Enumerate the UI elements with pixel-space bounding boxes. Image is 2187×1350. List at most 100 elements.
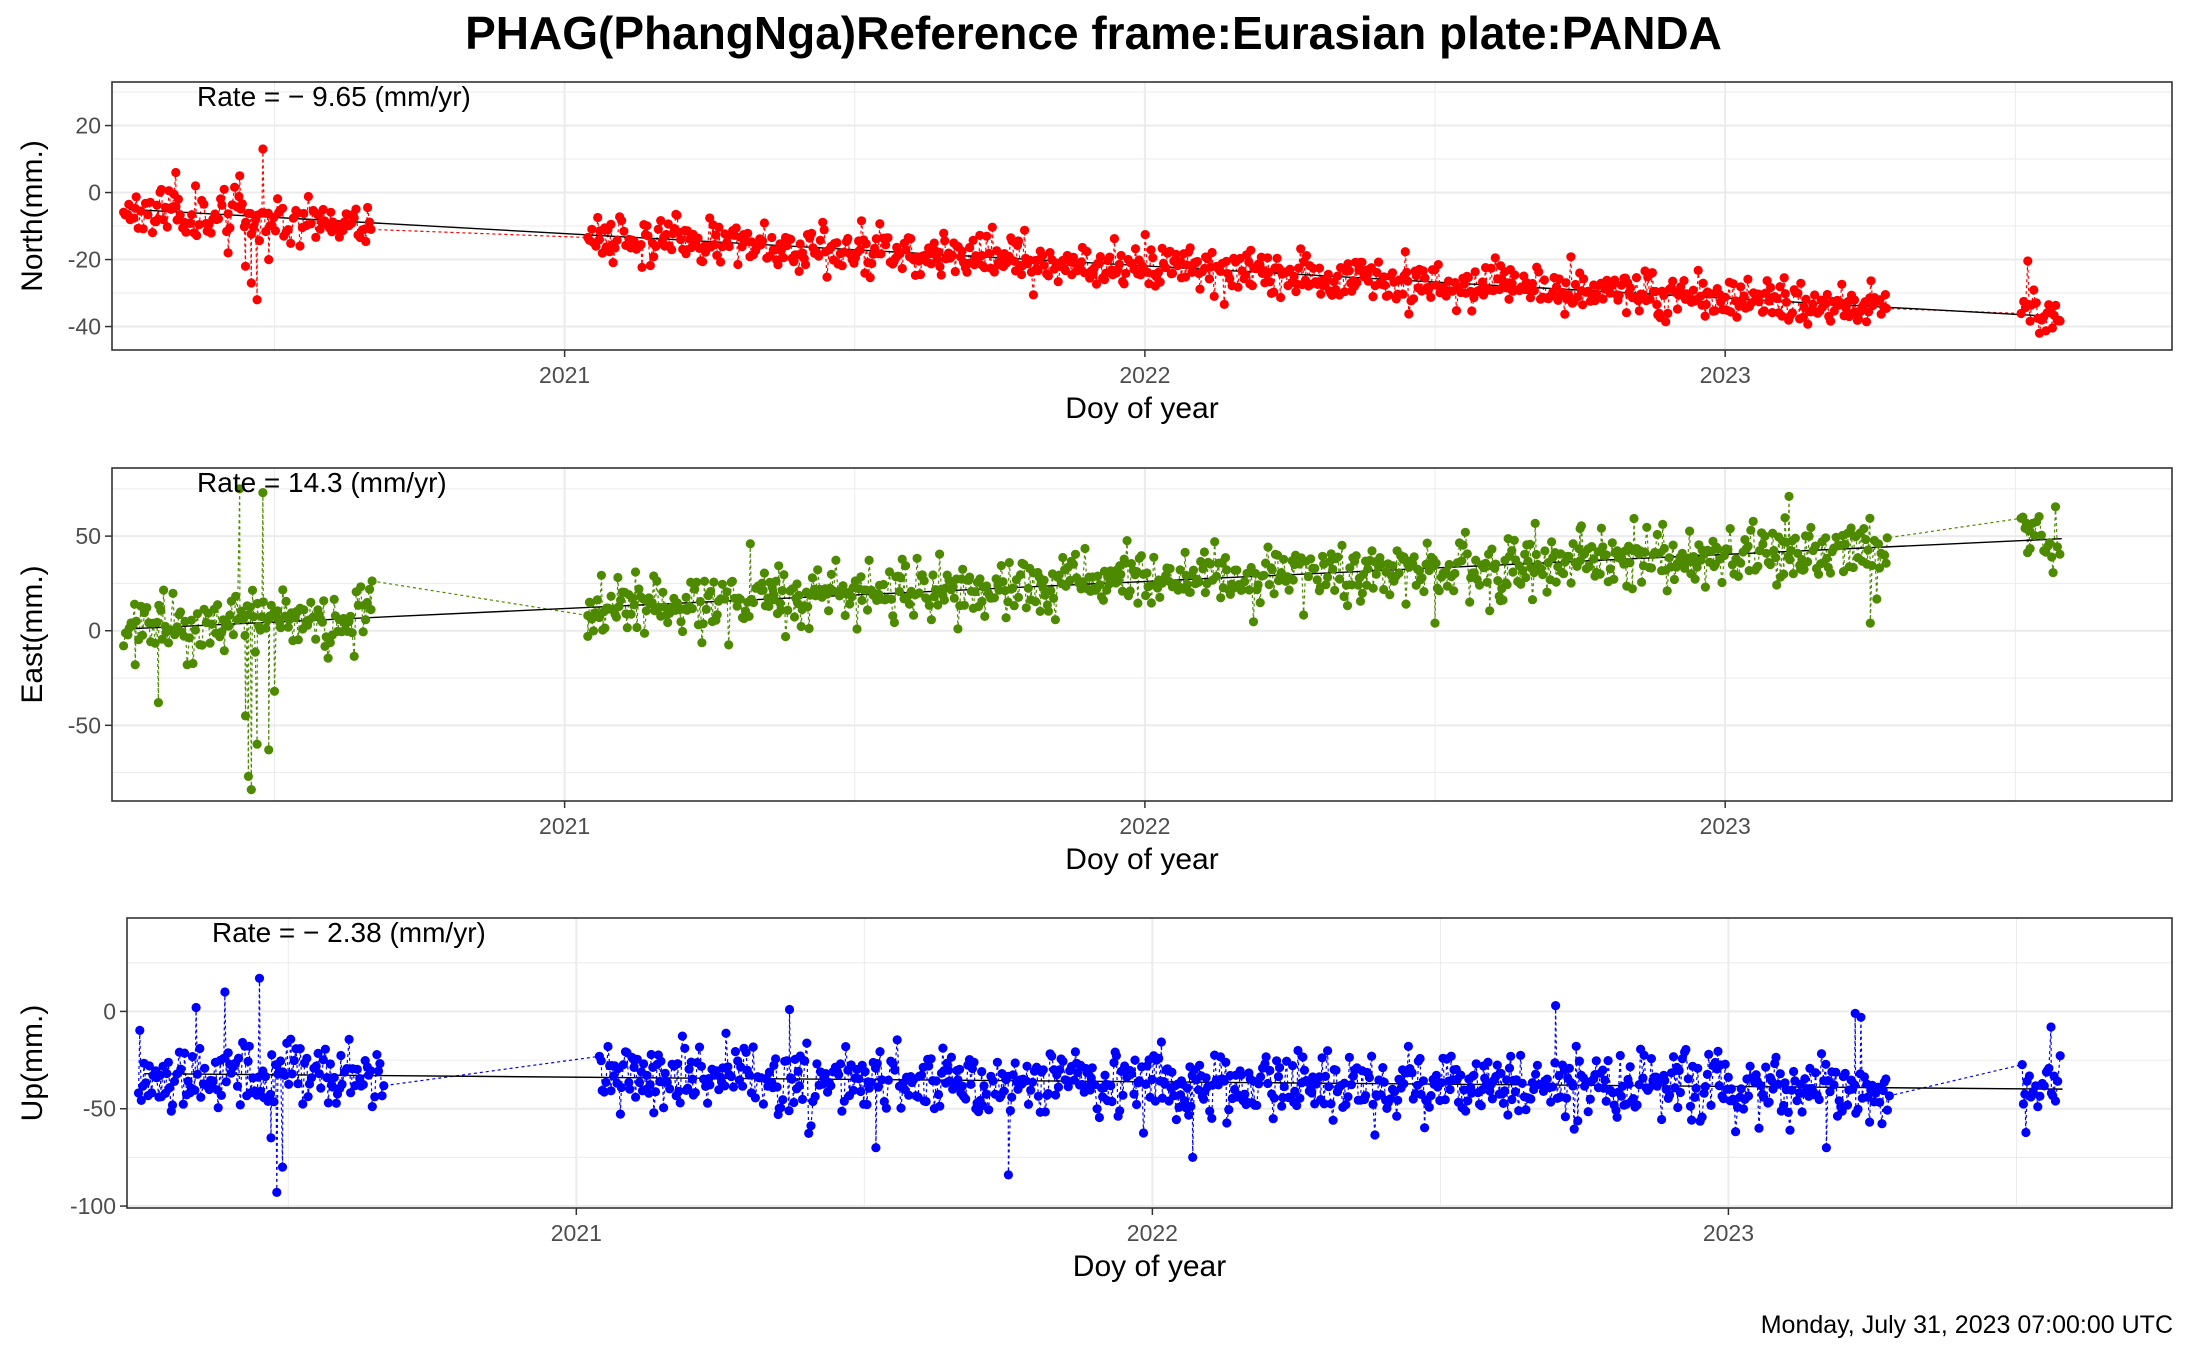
up-data-point	[1129, 1089, 1139, 1099]
north-data-point	[1221, 256, 1231, 266]
up-data-point	[284, 1079, 294, 1089]
up-data-point	[1184, 1110, 1194, 1120]
up-data-point	[1564, 1063, 1574, 1073]
north-data-point	[786, 234, 796, 244]
north-data-point	[1363, 276, 1373, 286]
east-data-point	[852, 624, 862, 634]
up-data-point	[2046, 1022, 2056, 1032]
north-x-tick-label: 2022	[1119, 362, 1170, 388]
up-data-point	[1683, 1074, 1693, 1084]
east-data-point	[283, 622, 293, 632]
up-data-point	[656, 1056, 666, 1066]
east-data-point	[1786, 546, 1796, 556]
north-data-point	[1180, 272, 1191, 282]
east-data-point	[1434, 586, 1444, 596]
east-data-point	[276, 623, 286, 633]
north-data-point	[1269, 287, 1279, 297]
up-panel-border	[126, 917, 2173, 1209]
east-data-point	[626, 609, 636, 619]
east-data-point	[1487, 544, 1497, 554]
east-data-point	[912, 553, 922, 563]
east-data-point	[1414, 566, 1425, 576]
up-data-point	[372, 1050, 382, 1060]
up-data-point	[957, 1081, 968, 1091]
up-data-point	[213, 1103, 223, 1113]
up-data-point	[267, 1050, 277, 1060]
up-data-point	[336, 1050, 346, 1061]
east-data-point	[1538, 570, 1548, 580]
up-data-point	[748, 1042, 758, 1052]
east-data-point	[634, 584, 644, 594]
up-data-point	[1792, 1096, 1802, 1106]
east-data-point	[1259, 570, 1269, 580]
up-data-point	[1842, 1100, 1853, 1110]
up-data-point	[1853, 1104, 1863, 1114]
east-data-point	[1584, 561, 1594, 572]
north-x-tick-label: 2021	[539, 362, 590, 388]
north-data-point	[1579, 274, 1589, 284]
north-data-point	[1094, 259, 1104, 269]
east-data-point	[323, 653, 333, 663]
north-data-point	[138, 224, 148, 234]
north-data-point	[1672, 304, 1683, 314]
up-data-point	[632, 1054, 642, 1064]
up-data-point	[1090, 1080, 1100, 1090]
north-data-point	[1793, 288, 1803, 298]
up-data-point	[1878, 1085, 1888, 1096]
up-data-point	[1167, 1067, 1177, 1077]
east-data-point	[1609, 574, 1619, 584]
north-data-point	[219, 184, 229, 194]
east-data-point	[1431, 558, 1441, 568]
north-data-point	[617, 216, 627, 226]
north-data-point	[246, 229, 256, 239]
up-data-point	[812, 1059, 822, 1069]
north-data-point	[1076, 257, 1086, 267]
north-y-tick-label: 0	[88, 180, 101, 206]
north-data-point	[643, 231, 653, 241]
east-data-point	[1269, 589, 1279, 599]
east-data-point	[611, 612, 622, 622]
north-data-point	[1043, 271, 1054, 281]
up-data-point	[1789, 1066, 1799, 1077]
east-data-point	[1049, 593, 1059, 603]
east-data-point	[1846, 523, 1856, 533]
north-data-point	[1344, 266, 1354, 276]
up-data-point	[1779, 1100, 1789, 1111]
north-data-point	[1323, 269, 1333, 279]
north-data-point	[1592, 289, 1602, 299]
north-data-point	[1187, 267, 1197, 277]
east-data-point	[1023, 583, 1033, 593]
north-data-point	[1285, 264, 1295, 274]
east-data-point	[724, 640, 734, 650]
up-data-point	[1814, 1094, 1824, 1105]
up-data-point	[1821, 1143, 1831, 1153]
up-data-point	[694, 1042, 705, 1052]
north-data-point	[240, 261, 251, 271]
up-panel: 0 -50 -100 2021 2022 2023 Doy of year Up(mm.) Ra…	[16, 917, 2173, 1283]
north-data-point	[649, 252, 659, 262]
east-data-point	[1642, 522, 1652, 532]
east-data-point	[142, 603, 152, 613]
east-data-point	[1531, 549, 1541, 560]
east-data-point	[831, 555, 841, 565]
up-data-point	[1199, 1094, 1209, 1104]
east-data-point	[1188, 565, 1199, 575]
east-data-point	[919, 576, 929, 586]
north-x-axis-title: Doy of year	[1065, 392, 1218, 425]
up-data-point	[1326, 1099, 1336, 1109]
up-data-point	[776, 1103, 786, 1113]
east-data-point	[1104, 579, 1114, 589]
east-data-point	[1353, 580, 1363, 590]
north-data-point	[1598, 294, 1608, 304]
north-data-point	[162, 222, 172, 232]
east-data-point	[2044, 538, 2055, 548]
up-data-point	[1293, 1045, 1303, 1056]
east-data-point	[792, 579, 802, 589]
north-data-point	[1570, 279, 1581, 290]
up-data-point	[784, 1004, 795, 1015]
east-data-point	[1825, 568, 1836, 578]
up-data-point	[2053, 1076, 2063, 1086]
north-data-point	[1801, 294, 1811, 304]
north-data-point	[270, 226, 281, 236]
north-data-point	[1668, 276, 1678, 286]
